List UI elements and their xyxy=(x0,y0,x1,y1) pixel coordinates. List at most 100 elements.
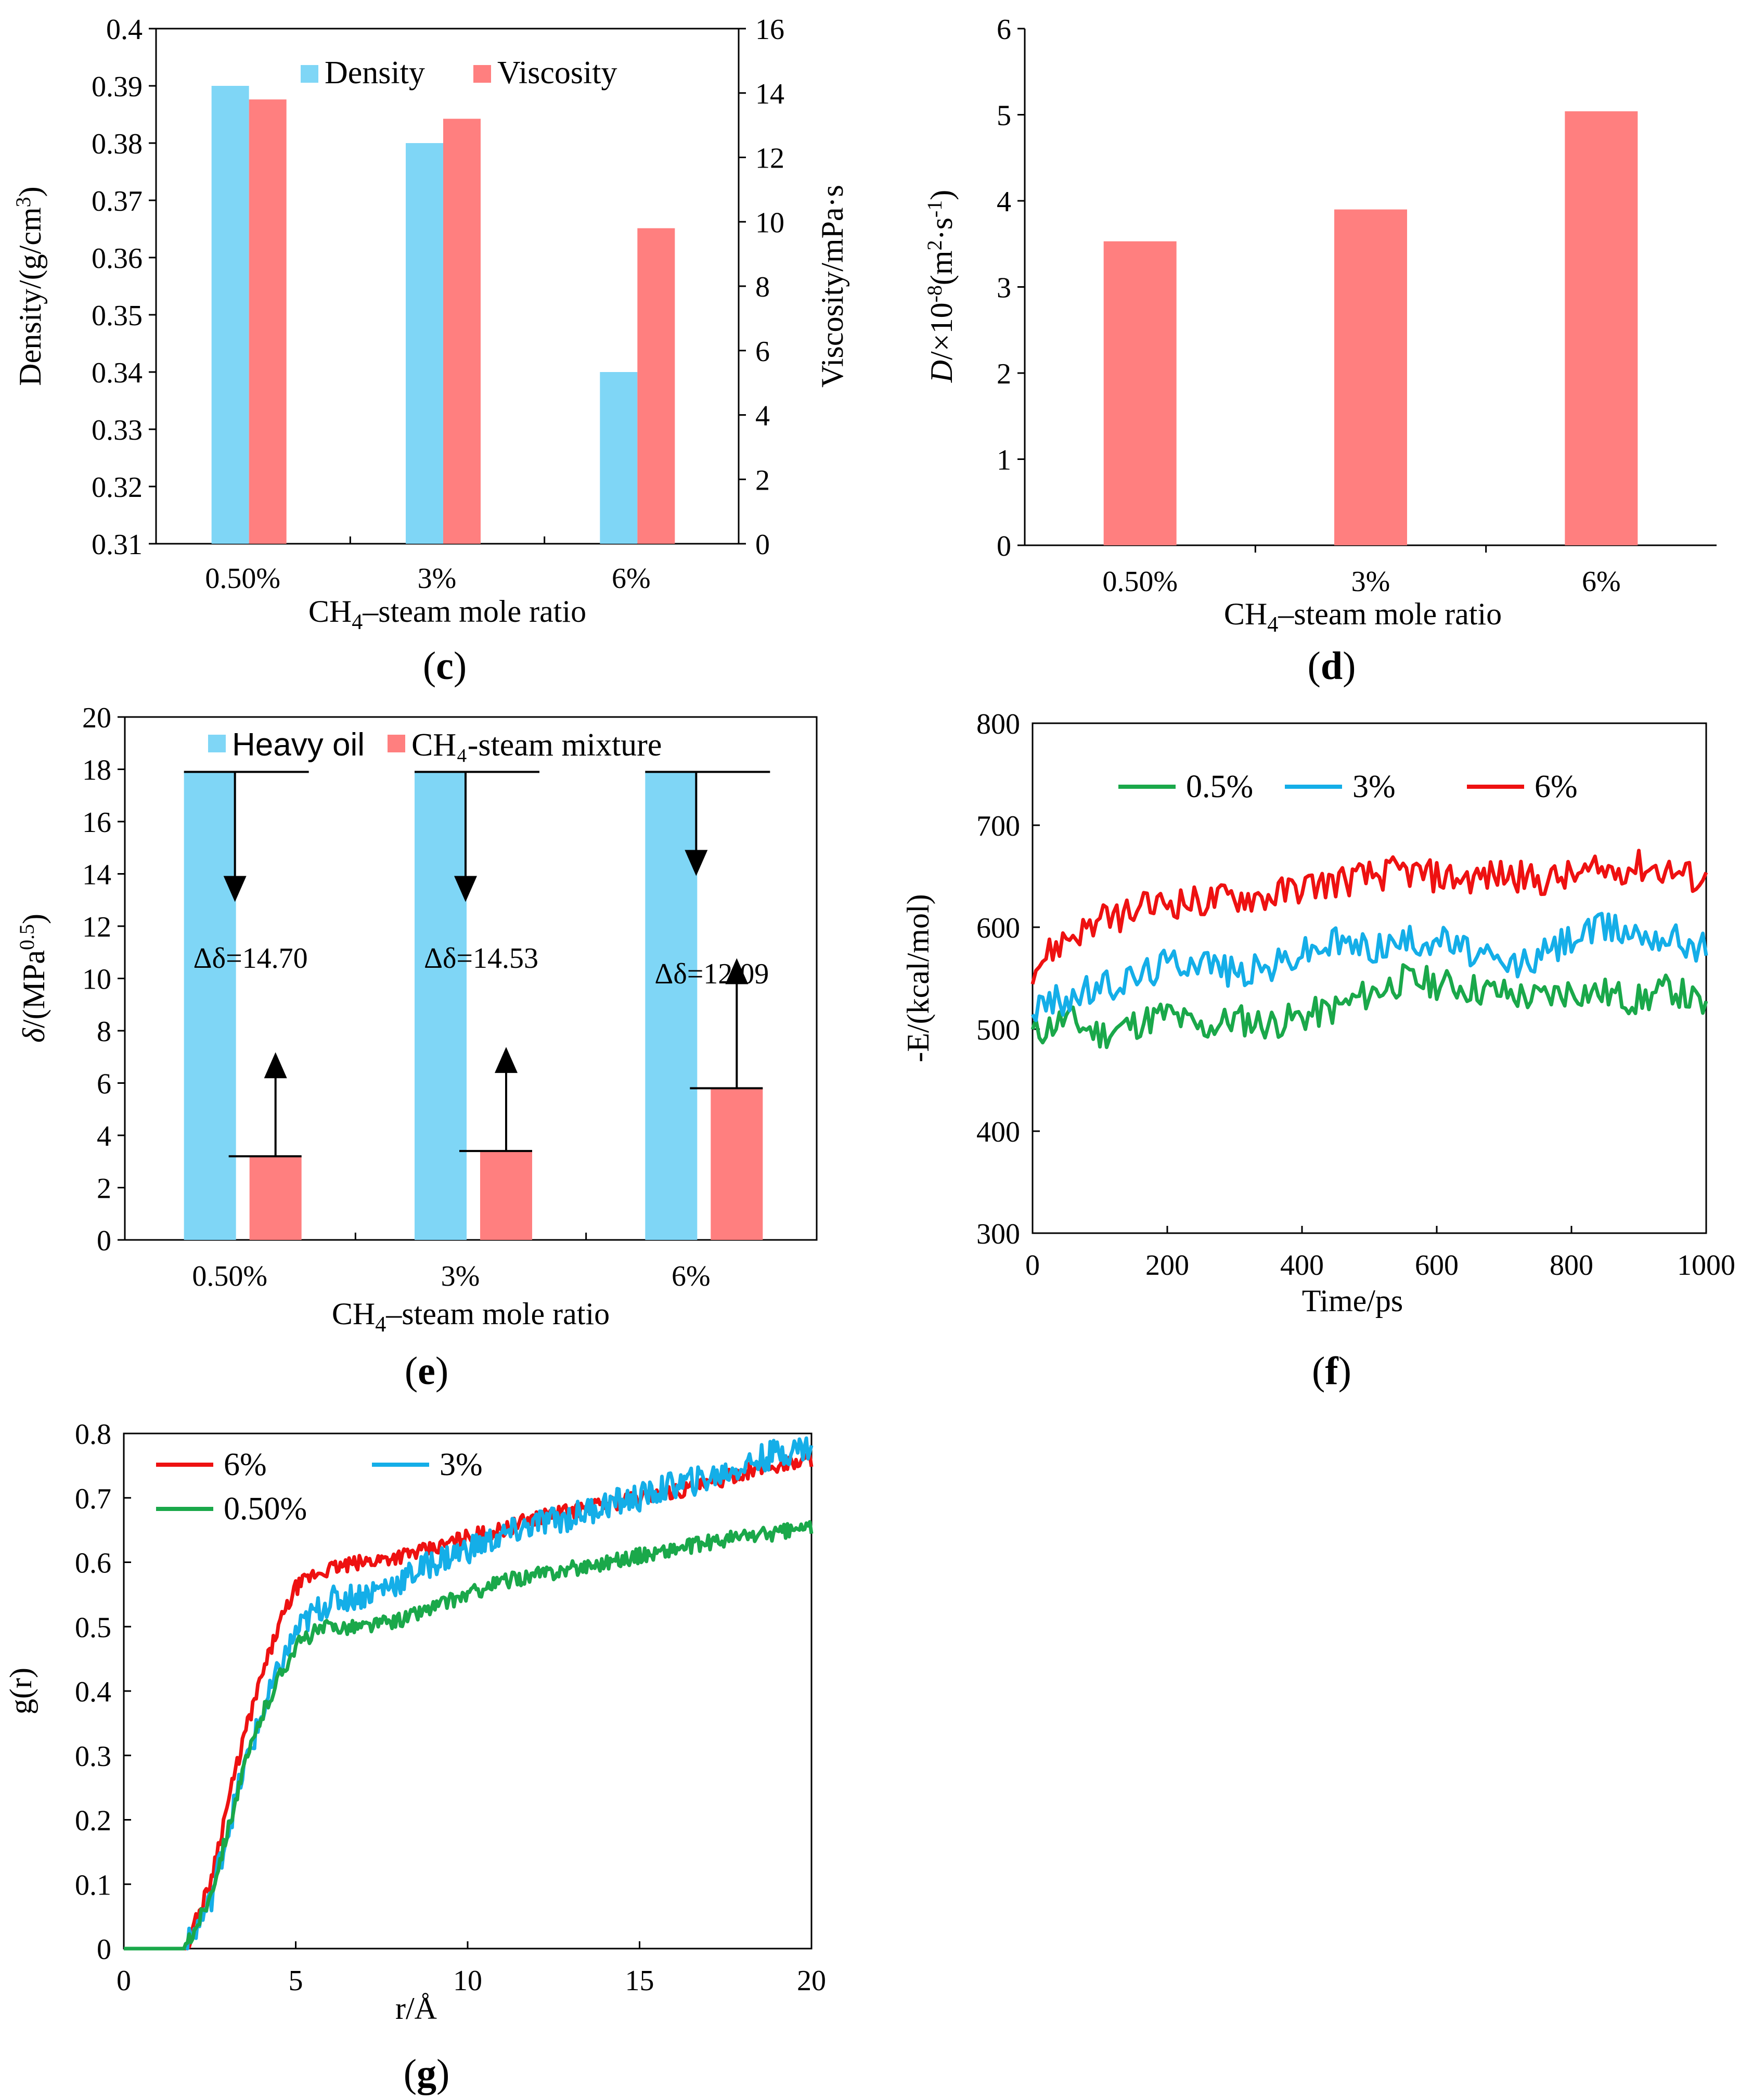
x-axis-label-d: CH4–steam mole ratio xyxy=(1224,597,1502,637)
y-ticks-f: 300 400 500 600 700 800 xyxy=(976,708,1040,1250)
bar-ch4-steam xyxy=(711,1088,763,1240)
y-tick-label: 5 xyxy=(997,100,1011,132)
y-tick-label: 0.2 xyxy=(75,1805,111,1837)
x-tick-label: 1000 xyxy=(1677,1249,1735,1282)
y-tick-label: 3 xyxy=(997,272,1011,304)
y-axis-label-c: Density/(g/cm3) xyxy=(11,186,47,386)
y2-tick-label: 8 xyxy=(755,271,770,303)
y-ticks-c: 0.31 0.32 0.33 0.34 0.35 0.36 0.37 0.38 0.39 0.4 xyxy=(92,14,156,561)
x-category-label: 6% xyxy=(672,1260,711,1292)
legend-swatch-heavy-oil xyxy=(208,735,226,752)
y-tick-label: 20 xyxy=(82,702,111,734)
up-arrow-head xyxy=(495,1047,518,1073)
delta-annotation: Δδ=14.70 xyxy=(194,942,308,975)
y-tick-label: 14 xyxy=(82,859,111,891)
bar-heavy-oil xyxy=(184,772,236,1240)
y-tick-label: 0.3 xyxy=(75,1740,111,1773)
y-tick-label: 2 xyxy=(97,1173,111,1205)
y-tick-label: 0.36 xyxy=(92,242,143,275)
delta-annotation: Δδ=12.09 xyxy=(654,958,769,990)
y-tick-label: 0 xyxy=(997,530,1011,562)
y-tick-label: 500 xyxy=(976,1014,1020,1046)
up-arrow-head xyxy=(264,1052,287,1079)
y-tick-label: 4 xyxy=(97,1120,111,1153)
panel-label-g: (g) xyxy=(404,2052,450,2095)
y-tick-label: 0.1 xyxy=(75,1869,111,1901)
bar-heavy-oil xyxy=(645,772,698,1240)
y-tick-label: 0.35 xyxy=(92,300,143,332)
down-arrow-head xyxy=(454,876,477,902)
x-categories-c: 0.50% 3% 6% xyxy=(205,536,651,595)
chart-g: 0 0.1 0.2 0.3 0.4 0.5 0.6 0.7 0.8 0 5 10 15 20 6% 3% 0… xyxy=(4,1418,826,2095)
legend-swatch-viscosity xyxy=(473,65,491,83)
y-tick-label: 700 xyxy=(976,810,1020,842)
bar-ch4-steam xyxy=(480,1151,532,1240)
bar-diffusion xyxy=(1334,209,1407,545)
up-arrow-head xyxy=(725,958,749,984)
bar-density xyxy=(211,86,249,544)
legend-label-density: Density xyxy=(325,55,425,91)
y-tick-label: 0.31 xyxy=(92,529,143,561)
x-tick-label: 800 xyxy=(1550,1249,1593,1282)
legend-label: 3% xyxy=(1352,769,1396,804)
y-tick-label: 0.38 xyxy=(92,128,143,160)
y2-tick-label: 16 xyxy=(755,14,784,46)
series-line-6% xyxy=(1030,849,1708,985)
x-tick-label: 200 xyxy=(1145,1249,1189,1282)
y2-tick-label: 12 xyxy=(755,143,784,175)
y2-axis-label-c: Viscosity/mPa·s xyxy=(815,185,849,388)
y-axis-label-d: D/×10-8(m2·s-1) xyxy=(923,190,959,383)
y-tick-label: 300 xyxy=(976,1218,1020,1250)
y2-tick-label: 2 xyxy=(755,464,770,496)
y2-tick-label: 10 xyxy=(755,207,784,239)
x-category-label: 0.50% xyxy=(1102,566,1178,598)
y2-ticks-c: 0 2 4 6 8 10 12 14 16 xyxy=(739,14,784,561)
x-category-label: 0.50% xyxy=(192,1260,267,1292)
x-category-label: 3% xyxy=(418,562,457,595)
y-tick-label: 0.39 xyxy=(92,71,143,103)
x-category-label: 6% xyxy=(612,562,651,595)
x-ticks-g: 0 5 10 15 20 xyxy=(117,1941,826,1997)
y-ticks-g: 0 0.1 0.2 0.3 0.4 0.5 0.6 0.7 0.8 xyxy=(75,1418,131,1966)
legend-swatch-density xyxy=(301,65,318,83)
legend-label: 0.5% xyxy=(1186,769,1253,804)
x-category-label: 0.50% xyxy=(205,562,280,595)
series-line-0.50% xyxy=(123,1520,814,1951)
y-tick-label: 10 xyxy=(82,964,111,996)
arrows-e xyxy=(184,771,770,1158)
bar-viscosity xyxy=(249,99,287,544)
legend-label-viscosity: Viscosity xyxy=(497,55,617,91)
y-tick-label: 18 xyxy=(82,754,111,787)
panel-label-d: (d) xyxy=(1308,644,1356,688)
y-tick-label: 0.34 xyxy=(92,357,143,389)
x-tick-label: 15 xyxy=(625,1965,654,1997)
y-tick-label: 0.4 xyxy=(106,14,143,46)
y2-tick-label: 6 xyxy=(755,336,770,368)
x-axis-label-f: Time/ps xyxy=(1302,1284,1403,1318)
panel-label-e: (e) xyxy=(405,1349,448,1393)
y-tick-label: 600 xyxy=(976,912,1020,944)
bar-viscosity xyxy=(443,119,481,544)
y-tick-label: 2 xyxy=(997,358,1011,390)
y-tick-label: 0.5 xyxy=(75,1611,111,1644)
y-ticks-d: 0 1 2 3 4 5 6 xyxy=(997,14,1025,562)
x-tick-label: 600 xyxy=(1415,1249,1459,1282)
legend-swatch-ch4-steam xyxy=(388,735,405,752)
panel-label-f: (f) xyxy=(1312,1349,1351,1393)
y2-tick-label: 4 xyxy=(755,400,770,432)
lines-g xyxy=(123,1436,814,1951)
bar-viscosity xyxy=(637,228,675,544)
x-categories-e: 0.50% 3% 6% xyxy=(192,1233,711,1292)
annotations-e: Δδ=14.70 Δδ=14.53 Δδ=12.09 xyxy=(194,942,769,990)
y-tick-label: 8 xyxy=(97,1016,111,1048)
series-line-3% xyxy=(1030,912,1708,1022)
x-tick-label: 0 xyxy=(1025,1249,1040,1282)
x-category-label: 6% xyxy=(1582,566,1621,598)
bar-heavy-oil xyxy=(415,772,467,1240)
x-tick-label: 20 xyxy=(797,1965,826,1997)
y-tick-label: 0.4 xyxy=(75,1676,111,1708)
legend-f: 0.5% 3% 6% xyxy=(1118,769,1578,804)
down-arrow-head xyxy=(685,850,708,876)
legend-label-heavy-oil: Heavy oil xyxy=(232,727,365,763)
